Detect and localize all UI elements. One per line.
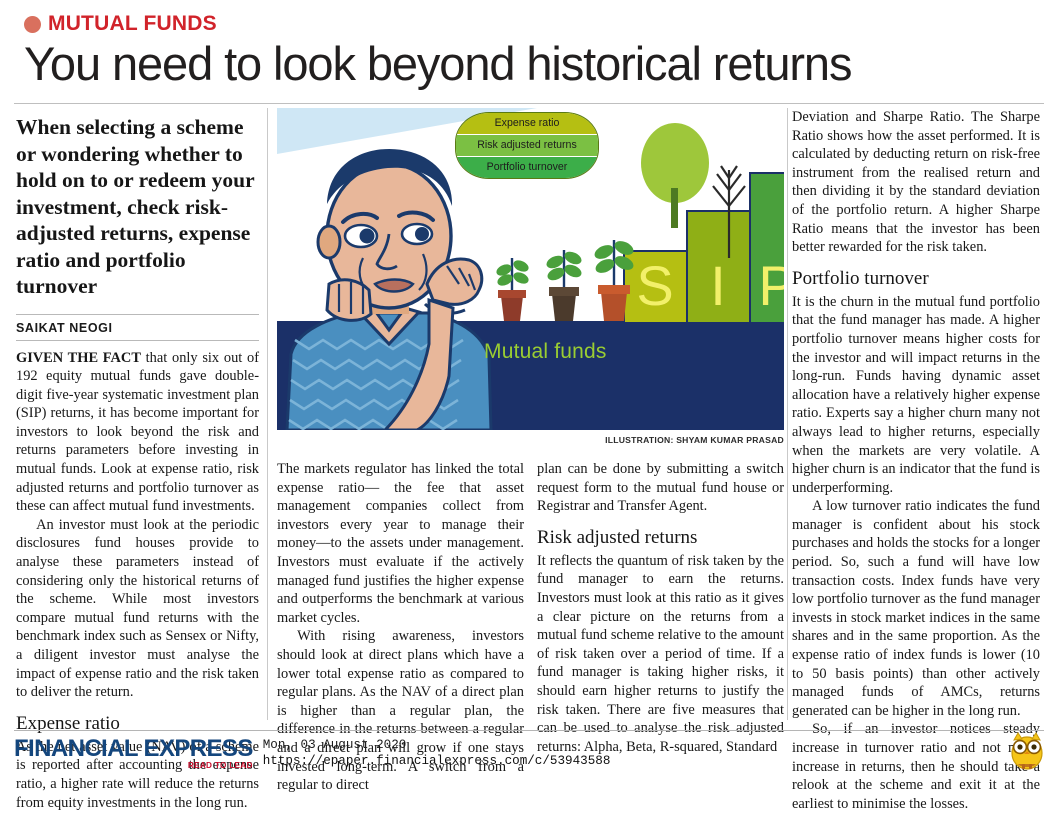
bullet-dot-icon [24,15,41,33]
column-two: The markets regulator has linked the tot… [277,460,524,795]
callout-item-portfolio-turnover: Portfolio turnover [456,157,598,178]
logo-wordmark: FINANCIAL EXPRESS [14,735,253,762]
potted-plant-3 [594,240,634,321]
paragraph-text: that only six out of 192 equity mutual f… [16,349,260,515]
paragraph: An investor must look at the periodic di… [16,516,259,701]
byline-divider-bottom [16,339,259,341]
footer-meta: Mon, 03 August 2020 https://epaper.finan… [263,736,611,769]
sip-letter-s: S [636,254,673,317]
column-one: When selecting a scheme or wondering whe… [16,108,259,812]
owl-mascot-icon [1011,732,1043,770]
standfirst: When selecting a scheme or wondering whe… [16,115,255,298]
illustration-credit: ILLUSTRATION: SHYAM KUMAR PRASAD [605,435,784,445]
epaper-url[interactable]: https://epaper.financialexpress.com/c/53… [262,754,611,768]
sip-letter-p: P [758,254,784,317]
subheading: Portfolio turnover [792,267,929,289]
paragraph: The markets regulator has linked the tot… [277,461,524,626]
header-divider [14,103,1044,104]
financial-express-logo: FINANCIAL EXPRESS READ TO LEAD [14,736,253,771]
callout-item-expense-ratio: Expense ratio [456,113,598,135]
publication-date: Mon, 03 August 2020 [262,738,407,752]
lead-bold-text: GIVEN THE FACT [16,349,141,366]
paragraph: It reflects the quantum of risk taken by… [537,552,784,755]
callout-bubble: Expense ratio Risk adjusted returns Port… [455,112,599,179]
paragraph: GIVEN THE FACT that only six out of 192 … [16,349,259,516]
sip-letter-i: I [710,254,726,317]
paragraph: With rising awareness, investors should … [277,628,524,794]
byline: SAIKAT NEOGI [16,320,113,335]
newspaper-page: MUTUAL FUNDS You need to look beyond his… [14,12,1044,812]
illustration-caption: Mutual funds [484,340,607,363]
subheading: Risk adjusted returns [537,526,698,548]
man-illustration [285,148,493,430]
paragraph: It is the churn in the mutual fund portf… [792,293,1040,496]
callout-item-risk-adjusted-returns: Risk adjusted returns [456,135,598,157]
kicker-label: MUTUAL FUNDS [48,12,217,35]
column-three: plan can be done by submitting a switch … [537,460,784,756]
paragraph: A low turnover ratio indicates the fund … [792,498,1040,719]
footer: FINANCIAL EXPRESS READ TO LEAD Mon, 03 A… [14,736,1044,776]
paragraph: Deviation and Sharpe Ratio. The Sharpe R… [792,109,1040,256]
article-illustration: S I P [277,108,784,430]
section-kicker: MUTUAL FUNDS [24,12,217,36]
illustration-canvas: S I P [277,108,784,430]
column-divider-1 [267,108,268,720]
column-divider-3 [787,108,788,720]
footer-divider [14,730,1044,731]
paragraph: plan can be done by submitting a switch … [537,461,784,515]
page-title: You need to look beyond historical retur… [24,37,852,90]
logo-tagline: READ TO LEAD [187,761,253,770]
potted-plant-1 [496,258,529,321]
subheading: Expense ratio [16,712,120,734]
potted-plant-2 [546,250,582,321]
column-four: Deviation and Sharpe Ratio. The Sharpe R… [792,108,1040,813]
byline-divider-top [16,313,259,315]
